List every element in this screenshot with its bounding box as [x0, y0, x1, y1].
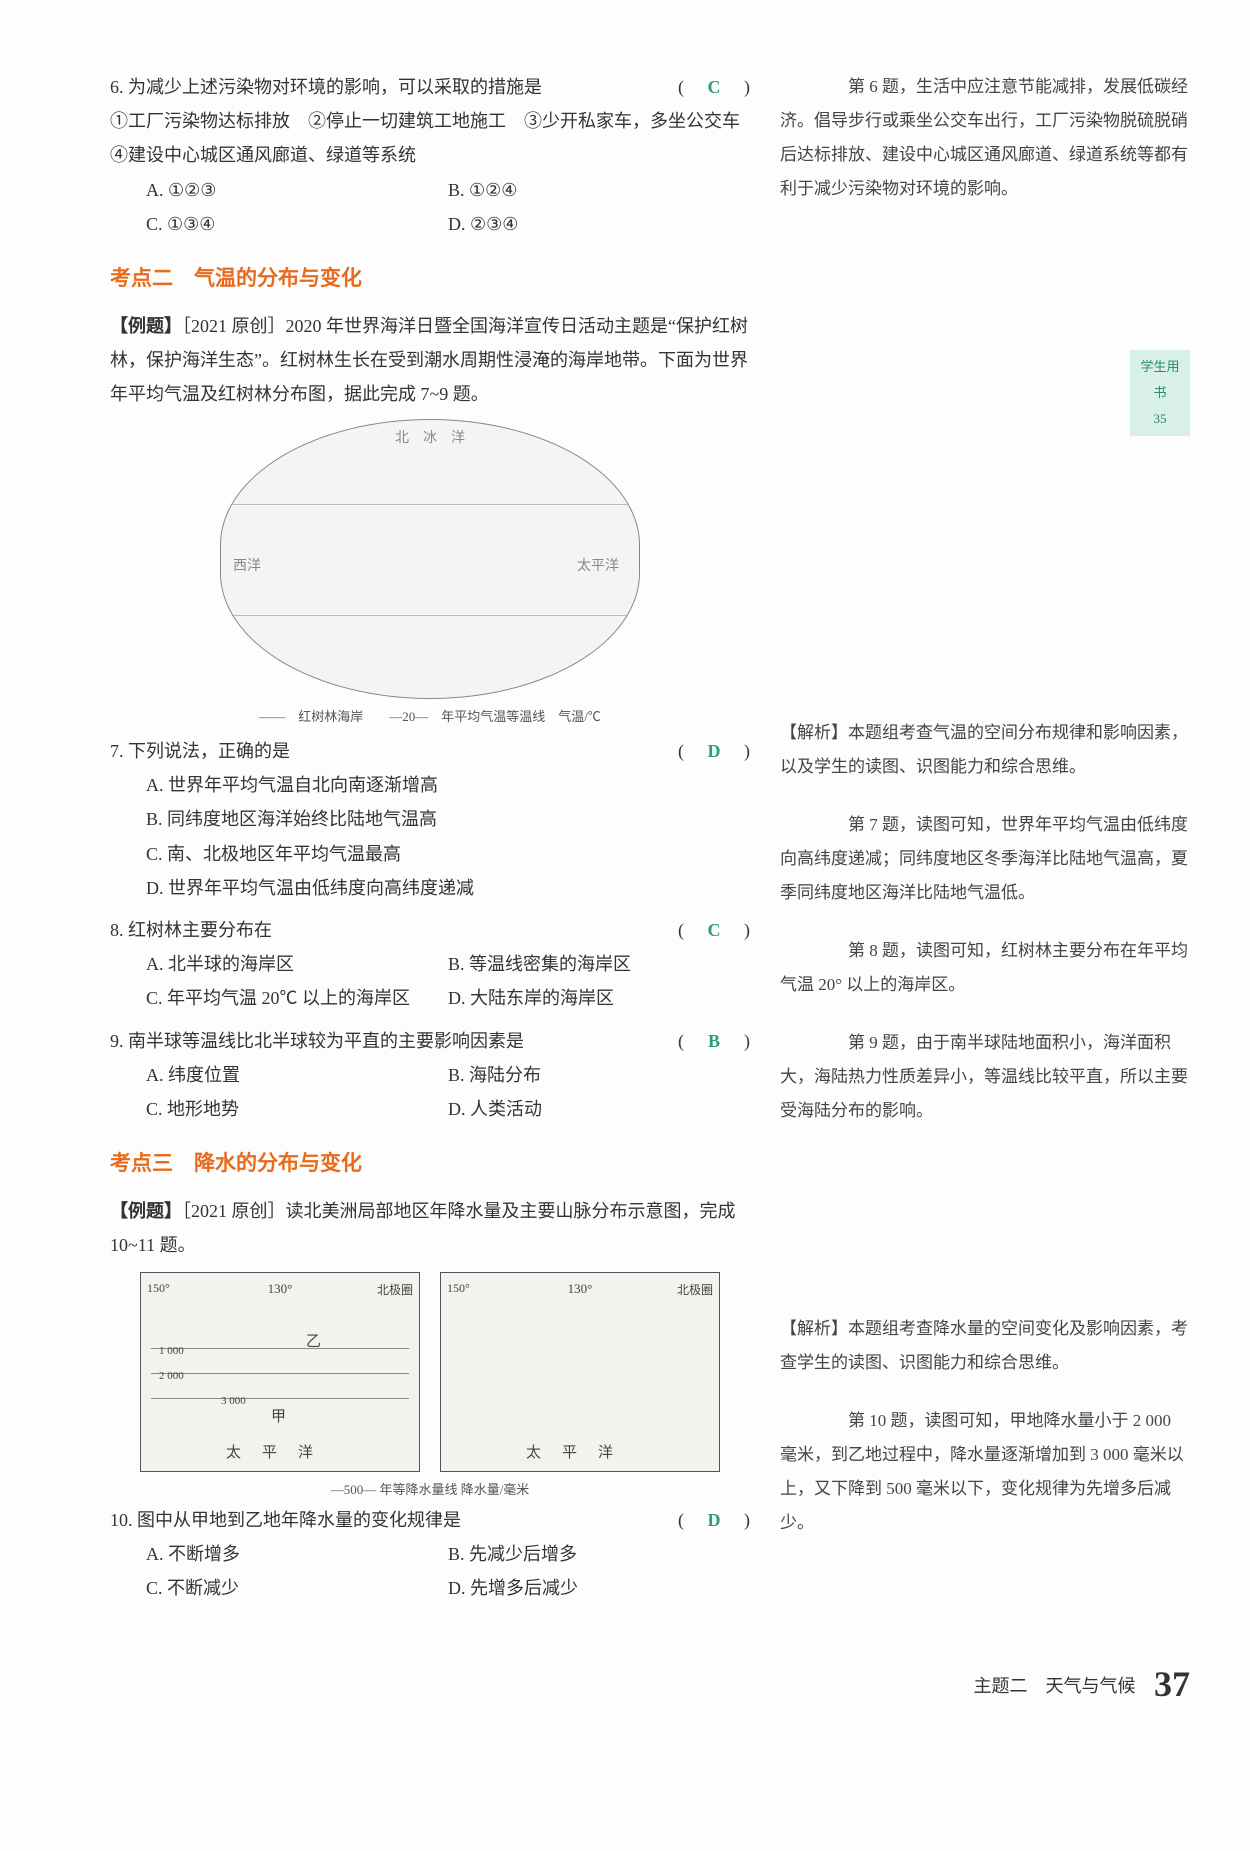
ex3-tag: 【例题】: [110, 1201, 182, 1221]
q7-answer-paren: ( D ): [678, 734, 750, 768]
question-7: 7. 下列说法，正确的是 ( D ) A. 世界年平均气温自北向南逐渐增高 B.…: [110, 734, 750, 905]
fig1-label-top: 北 冰 洋: [395, 426, 465, 453]
fig2-point-a: 甲: [271, 1403, 286, 1432]
fig1-label-right: 太平洋: [577, 554, 619, 581]
fig1-label-left: 西洋: [233, 554, 261, 581]
q7-choice-c: C. 南、北极地区年平均气温最高: [146, 837, 750, 871]
example-3-intro: 【例题】［2021 原创］读北美洲局部地区年降水量及主要山脉分布示意图，完成 1…: [110, 1194, 750, 1262]
figure-na-precip-maps: 150° 130° 北极圈 乙 甲 1 000 2 000 3 000 太平洋 …: [110, 1272, 750, 1472]
q6-choice-c: C. ①③④: [146, 207, 448, 241]
q9-answer-paren: ( B ): [678, 1024, 750, 1058]
q10-stem: 10. 图中从甲地到乙地年降水量的变化规律是: [110, 1503, 678, 1537]
side-analysis-10-head: 【解析】本题组考查降水量的空间变化及影响因素，考查学生的读图、识图能力和综合思维…: [780, 1312, 1190, 1380]
q6-stem: 6. 为减少上述污染物对环境的影响，可以采取的措施是: [110, 70, 678, 104]
q9-answer: B: [702, 1024, 726, 1058]
question-6: 6. 为减少上述污染物对环境的影响，可以采取的措施是 ( C ) ①工厂污染物达…: [110, 70, 750, 241]
fig2-ocean-r: 太平洋: [441, 1439, 719, 1468]
question-10: 10. 图中从甲地到乙地年降水量的变化规律是 ( D ) A. 不断增多 B. …: [110, 1503, 750, 1606]
fig2-point-b: 乙: [306, 1328, 321, 1357]
q8-choice-a: A. 北半球的海岸区: [146, 947, 448, 981]
q7-stem: 7. 下列说法，正确的是: [110, 734, 678, 768]
q8-choice-c: C. 年平均气温 20℃ 以上的海岸区: [146, 981, 448, 1015]
q6-answer-paren: ( C ): [678, 70, 750, 104]
fig2-lon2: 130°: [268, 1277, 293, 1302]
q9-choice-a: A. 纬度位置: [146, 1058, 448, 1092]
q10-choice-c: C. 不断减少: [146, 1571, 448, 1605]
ex3-src: ［2021 原创］: [182, 1201, 286, 1221]
tab-line2: 35: [1136, 406, 1184, 432]
section-3-title: 考点三 降水的分布与变化: [110, 1144, 750, 1184]
q10-answer-paren: ( D ): [678, 1503, 750, 1537]
q8-answer: C: [702, 913, 726, 947]
q6-choice-a: A. ①②③: [146, 173, 448, 207]
q9-stem: 9. 南半球等温线比北半球较为平直的主要影响因素是: [110, 1024, 678, 1058]
side10-head: 【解析】本题组考查降水量的空间变化及影响因素，考查学生的读图、识图能力和综合思维…: [780, 1319, 1188, 1372]
q6-answer: C: [702, 70, 726, 104]
side-note-q8: 第 8 题，读图可知，红树林主要分布在年平均气温 20° 以上的海岸区。: [780, 934, 1190, 1002]
side-analysis-789-head: 【解析】本题组考查气温的空间分布规律和影响因素，以及学生的读图、识图能力和综合思…: [780, 716, 1190, 784]
page-footer: 主题二 天气与气候 37: [110, 1650, 1190, 1718]
side-note-q6: 第 6 题，生活中应注意节能减排，发展低碳经济。倡导步行或乘坐公交车出行，工厂污…: [780, 70, 1190, 206]
fig2-lon1-r: 150°: [447, 1277, 470, 1300]
q8-stem: 8. 红树林主要分布在: [110, 913, 678, 947]
page-tab: 学生用书 35: [1130, 350, 1190, 436]
ex2-src: ［2021 原创］: [182, 316, 286, 336]
fig2-arctic-r: 北极圈: [677, 1279, 713, 1302]
q9-choice-d: D. 人类活动: [448, 1092, 750, 1126]
fig2-caption: —500— 年等降水量线 降水量/毫米: [110, 1478, 750, 1503]
side-note-q10: 第 10 题，读图可知，甲地降水量小于 2 000 毫米，到乙地过程中，降水量逐…: [780, 1404, 1190, 1540]
fig2-iso-1000: 1 000: [159, 1341, 184, 1362]
q7-answer: D: [702, 734, 726, 768]
q7-choice-d: D. 世界年平均气温由低纬度向高纬度递减: [146, 871, 750, 905]
q10-choice-b: B. 先减少后增多: [448, 1537, 750, 1571]
q7-choice-b: B. 同纬度地区海洋始终比陆地气温高: [146, 802, 750, 836]
question-9: 9. 南半球等温线比北半球较为平直的主要影响因素是 ( B ) A. 纬度位置 …: [110, 1024, 750, 1127]
q9-choice-c: C. 地形地势: [146, 1092, 448, 1126]
q6-choice-b: B. ①②④: [448, 173, 750, 207]
figure-world-temp-map: 北 冰 洋 西洋 太平洋 —— 红树林海岸 —20— 年平均气温等温线 气温/℃: [110, 419, 750, 730]
fig2-lon1: 150°: [147, 1277, 170, 1300]
footer-topic: 主题二 天气与气候: [974, 1676, 1136, 1696]
q8-answer-paren: ( C ): [678, 913, 750, 947]
q10-answer: D: [702, 1503, 726, 1537]
fig2-ocean-l: 太平洋: [141, 1439, 419, 1468]
side-note-q7: 第 7 题，读图可知，世界年平均气温由低纬度向高纬度递减；同纬度地区冬季海洋比陆…: [780, 808, 1190, 910]
fig2-iso-3000: 3 000: [221, 1391, 246, 1412]
q10-choice-d: D. 先增多后减少: [448, 1571, 750, 1605]
q7-choice-a: A. 世界年平均气温自北向南逐渐增高: [146, 768, 750, 802]
q6-items: ①工厂污染物达标排放 ②停止一切建筑工地施工 ③少开私家车，多坐公交车 ④建设中…: [110, 104, 750, 172]
footer-page-number: 37: [1154, 1664, 1190, 1704]
q8-choice-d: D. 大陆东岸的海岸区: [448, 981, 750, 1015]
q8-choice-b: B. 等温线密集的海岸区: [448, 947, 750, 981]
section-2-title: 考点二 气温的分布与变化: [110, 259, 750, 299]
example-2-intro: 【例题】［2021 原创］2020 年世界海洋日暨全国海洋宣传日活动主题是“保护…: [110, 309, 750, 412]
fig2-lon2-r: 130°: [568, 1277, 593, 1302]
ex2-tag: 【例题】: [110, 316, 182, 336]
tab-line1: 学生用书: [1136, 354, 1184, 406]
fig1-caption: —— 红树林海岸 —20— 年平均气温等温线 气温/℃: [110, 705, 750, 730]
fig2-arctic-l: 北极圈: [377, 1279, 413, 1302]
question-8: 8. 红树林主要分布在 ( C ) A. 北半球的海岸区 B. 等温线密集的海岸…: [110, 913, 750, 1016]
side-note-q9: 第 9 题，由于南半球陆地面积小，海洋面积大，海陆热力性质差异小，等温线比较平直…: [780, 1026, 1190, 1128]
q6-choice-d: D. ②③④: [448, 207, 750, 241]
fig2-left-panel: 150° 130° 北极圈 乙 甲 1 000 2 000 3 000 太平洋: [140, 1272, 420, 1472]
fig2-iso-2000: 2 000: [159, 1366, 184, 1387]
fig2-right-panel: 150° 130° 北极圈 太平洋: [440, 1272, 720, 1472]
side789-head: 【解析】本题组考查气温的空间分布规律和影响因素，以及学生的读图、识图能力和综合思…: [780, 723, 1188, 776]
q10-choice-a: A. 不断增多: [146, 1537, 448, 1571]
q9-choice-b: B. 海陆分布: [448, 1058, 750, 1092]
